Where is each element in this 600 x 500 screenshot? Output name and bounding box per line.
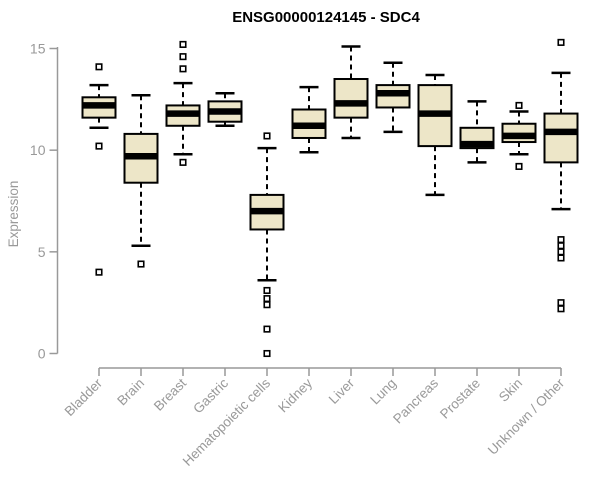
outlier-point xyxy=(263,301,271,309)
x-tick-label: Lung xyxy=(367,376,399,408)
outlier-point xyxy=(179,40,187,48)
outlier-point xyxy=(263,132,271,140)
outlier-point xyxy=(179,65,187,73)
outlier-point xyxy=(557,38,565,46)
x-tick-label: Skin xyxy=(496,376,525,405)
outlier-point xyxy=(95,142,103,150)
x-tick-label: Bladder xyxy=(62,375,106,419)
outlier-point xyxy=(95,268,103,276)
outlier-point xyxy=(179,158,187,166)
y-tick-label: 5 xyxy=(38,244,46,260)
x-tick-label: Liver xyxy=(326,375,358,407)
outlier-point xyxy=(263,286,271,295)
outlier-point xyxy=(557,248,565,256)
x-tick-label: Pancreas xyxy=(390,375,441,426)
x-tick-label: Prostate xyxy=(437,376,483,422)
outlier-point xyxy=(557,305,565,313)
outlier-point xyxy=(137,260,145,268)
x-tick-label: Unknown / Other xyxy=(485,375,568,458)
chart-title: ENSG00000124145 - SDC4 xyxy=(232,9,420,26)
outlier-point xyxy=(179,53,187,61)
y-tick-label: 15 xyxy=(30,41,46,57)
x-tick-label: Brain xyxy=(114,376,147,409)
outlier-point xyxy=(515,162,523,170)
box xyxy=(333,78,369,119)
y-tick-label: 10 xyxy=(30,142,46,158)
outlier-point xyxy=(557,236,565,244)
outlier-point xyxy=(263,349,271,358)
outlier-point xyxy=(95,63,103,71)
y-tick-label: 0 xyxy=(38,346,46,362)
x-tick-label: Kidney xyxy=(275,375,315,415)
outlier-point xyxy=(515,101,523,109)
outlier-point xyxy=(557,242,565,250)
box xyxy=(543,112,579,164)
outlier-point xyxy=(263,295,271,303)
x-tick-label: Gastric xyxy=(190,375,231,416)
outlier-point xyxy=(557,299,565,307)
x-tick-label: Breast xyxy=(151,375,189,413)
outlier-point xyxy=(557,254,565,262)
outlier-point xyxy=(263,325,271,333)
